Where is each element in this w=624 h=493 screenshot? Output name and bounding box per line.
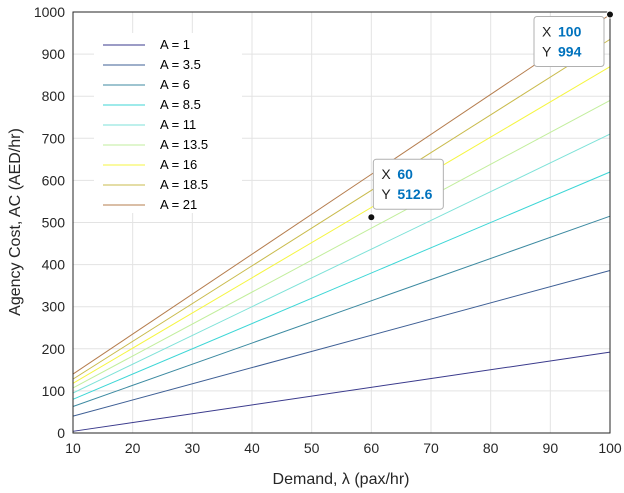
- x-tick-label: 40: [244, 440, 260, 456]
- x-tick-label: 80: [483, 440, 499, 456]
- legend-label: A = 18.5: [160, 177, 208, 192]
- series-line-6: [72, 66, 611, 384]
- y-tick-label: 100: [42, 383, 66, 399]
- y-tick-label: 400: [42, 257, 66, 273]
- data-tip-marker[interactable]: [367, 213, 376, 222]
- series-line-8: [72, 14, 611, 375]
- series-line-0: [72, 351, 611, 432]
- y-tick-label: 200: [42, 341, 66, 357]
- data-tip[interactable]: X 60 Y 512.6: [367, 158, 444, 222]
- x-tick-label: 30: [185, 440, 201, 456]
- plot-border: [72, 11, 611, 434]
- x-tick-label: 100: [598, 440, 622, 456]
- y-tick-labels: 0 100 200 300 400 500 600 700 800 900 1000: [34, 4, 65, 441]
- data-tip-box: [533, 16, 605, 68]
- y-axis-label: Agency Cost, AC (AED/hr): [7, 128, 24, 316]
- legend-box: [94, 33, 242, 213]
- y-tick-label: 900: [42, 46, 66, 62]
- legend-label: A = 8.5: [160, 97, 201, 112]
- data-tip-box: [372, 158, 444, 210]
- data-tip[interactable]: X 100 Y 994: [533, 10, 614, 68]
- x-tick-label: 50: [304, 440, 320, 456]
- x-axis-label: Demand, λ (pax/hr): [273, 471, 410, 488]
- x-tick-label: 60: [364, 440, 380, 456]
- y-tick-label: 1000: [34, 4, 65, 20]
- data-tip-x-key: X: [542, 24, 552, 40]
- legend-items: A = 1 A = 3.5 A = 6 A = 8.5 A = 11 A = 13.5 A …: [103, 37, 208, 212]
- x-tick-labels: 10 20 30 40 50 60 70 80 90 100: [65, 440, 622, 456]
- legend-label: A = 21: [160, 197, 197, 212]
- data-tip-y-value: 994: [558, 44, 582, 60]
- series-line-3: [72, 171, 611, 400]
- y-tick-label: 800: [42, 88, 66, 104]
- series-line-5: [72, 99, 611, 389]
- x-tick-label: 10: [65, 440, 81, 456]
- data-tip-y-key: Y: [542, 44, 552, 60]
- legend[interactable]: A = 1 A = 3.5 A = 6 A = 8.5 A = 11 A = 13.5 A …: [94, 33, 242, 213]
- x-tick-label: 20: [125, 440, 141, 456]
- legend-label: A = 13.5: [160, 137, 208, 152]
- y-tick-label: 600: [42, 172, 66, 188]
- data-tips: X 60 Y 512.6 X 100 Y 994: [367, 10, 614, 222]
- data-tip-y-key: Y: [381, 186, 391, 202]
- y-tick-label: 0: [57, 425, 65, 441]
- y-tick-label: 500: [42, 215, 66, 231]
- legend-label: A = 1: [160, 37, 190, 52]
- series-line-2: [72, 215, 611, 407]
- legend-label: A = 16: [160, 157, 197, 172]
- data-tip-x-value: 60: [397, 166, 413, 182]
- data-tip-x-value: 100: [558, 24, 582, 40]
- x-tick-label: 90: [543, 440, 559, 456]
- series-line-7: [72, 38, 611, 380]
- data-tip-x-key: X: [381, 166, 391, 182]
- y-tick-label: 300: [42, 299, 66, 315]
- legend-label: A = 6: [160, 77, 190, 92]
- series-line-4: [72, 133, 611, 394]
- series-line-1: [72, 270, 611, 417]
- data-tip-marker[interactable]: [606, 10, 614, 19]
- x-tick-label: 70: [423, 440, 439, 456]
- legend-label: A = 11: [160, 117, 196, 132]
- data-tip-y-value: 512.6: [397, 186, 432, 202]
- y-tick-label: 700: [42, 130, 66, 146]
- series-lines: [72, 14, 611, 432]
- legend-label: A = 3.5: [160, 57, 201, 72]
